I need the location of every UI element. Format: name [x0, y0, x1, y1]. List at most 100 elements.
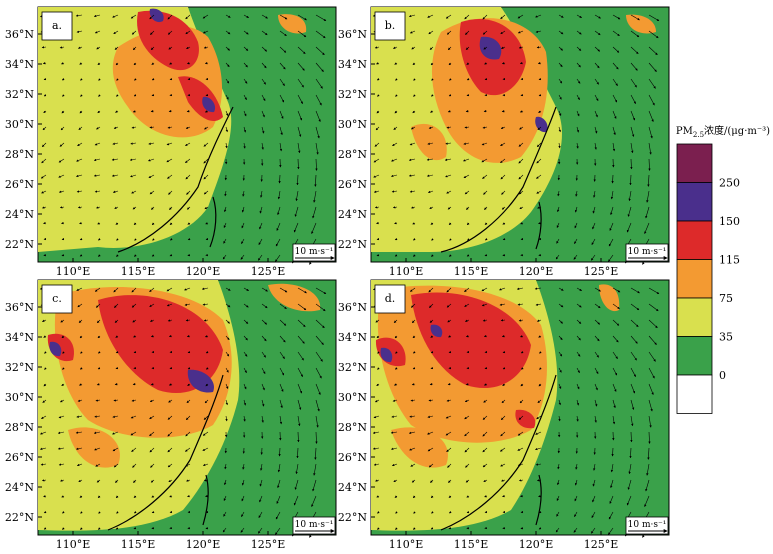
- wind-vector: [630, 319, 639, 327]
- wind-vector: [409, 30, 416, 34]
- wind-vector: [430, 222, 434, 225]
- pm25-field: [371, 280, 620, 531]
- y-tick-label: 36°N: [338, 301, 367, 314]
- wind-vector: [315, 46, 325, 56]
- wind-vector: [223, 495, 227, 501]
- wind-vector: [630, 14, 640, 21]
- wind-vector: [483, 383, 488, 386]
- wind-vector: [150, 383, 155, 386]
- colorbar-level-label: 0: [719, 369, 726, 382]
- wind-vector: [116, 238, 119, 241]
- wind-vector: [76, 463, 83, 467]
- y-tick-label: 34°N: [338, 331, 367, 344]
- wind-vector: [96, 479, 101, 483]
- wind-vector: [112, 431, 119, 435]
- wind-vector: [313, 463, 317, 476]
- wind-vector: [168, 479, 173, 483]
- x-tick-label: 115°E: [121, 265, 156, 278]
- wind-vector: [612, 287, 621, 293]
- wind-vector: [261, 287, 268, 292]
- wind-vector: [427, 447, 434, 452]
- panel-label: a.: [52, 19, 62, 32]
- wind-vector: [98, 511, 101, 514]
- wind-vector: [115, 222, 119, 225]
- wind-vector: [484, 206, 488, 210]
- y-tick-label: 30°N: [5, 118, 34, 131]
- wind-vector: [114, 206, 119, 209]
- wind-vector: [626, 222, 632, 233]
- wind-vector: [594, 367, 599, 375]
- wind-vector: [520, 526, 524, 530]
- wind-vector: [149, 447, 155, 453]
- wind-vector: [295, 190, 299, 202]
- wind-vector: [167, 319, 173, 322]
- wind-vector: [147, 158, 155, 162]
- wind-vector: [261, 14, 268, 19]
- wind-vector: [315, 14, 327, 22]
- wind-vector: [97, 495, 101, 499]
- wind-vector: [558, 367, 562, 373]
- wind-vector: [501, 190, 506, 195]
- wind-vector: [427, 14, 434, 18]
- wind-vector: [447, 463, 452, 468]
- wind-vector: [409, 142, 416, 146]
- y-tick-label: 24°N: [338, 481, 367, 494]
- wind-vector: [241, 206, 245, 213]
- wind-vector: [612, 14, 621, 20]
- wind-vector: [202, 447, 209, 451]
- wind-vector: [130, 142, 137, 145]
- wind-vector: [466, 62, 470, 65]
- wind-vector: [536, 190, 542, 194]
- y-tick-label: 26°N: [338, 178, 367, 191]
- wind-vector: [277, 206, 281, 216]
- wind-vector: [393, 383, 398, 386]
- y-tick-label: 26°N: [338, 451, 367, 464]
- wind-vector: [376, 62, 380, 65]
- wind-vector: [502, 350, 506, 354]
- coastline: [440, 106, 557, 253]
- wind-vector: [62, 527, 65, 530]
- reference-vector-label: 10 m·s⁻¹: [295, 247, 334, 257]
- wind-vector: [79, 62, 83, 65]
- wind-vector: [132, 46, 137, 51]
- wind-vector: [576, 287, 582, 291]
- wind-vector: [186, 479, 191, 482]
- wind-vector: [150, 30, 155, 35]
- wind-vector: [520, 367, 524, 370]
- wind-vector: [202, 30, 209, 34]
- wind-vector: [185, 30, 191, 35]
- wind-vector: [166, 158, 173, 163]
- wind-vector: [223, 222, 227, 228]
- wind-vector: [43, 94, 47, 97]
- wind-vector: [260, 190, 263, 198]
- wind-vector: [151, 62, 155, 65]
- wind-vector: [224, 479, 227, 486]
- wind-vector: [205, 367, 209, 370]
- wind-vector: [648, 110, 654, 123]
- wind-vector: [187, 383, 191, 386]
- reference-vector-label: 10 m·s⁻¹: [628, 247, 667, 257]
- wind-vector: [464, 303, 470, 307]
- wind-vector: [277, 190, 281, 200]
- wind-vector: [447, 206, 452, 210]
- wind-vector: [517, 303, 524, 306]
- wind-vector: [79, 335, 83, 339]
- wind-vector: [168, 46, 173, 50]
- wind-vector: [483, 399, 488, 403]
- wind-vector: [536, 142, 542, 148]
- wind-vector: [169, 366, 173, 370]
- wind-vector: [112, 142, 119, 145]
- wind-vector: [374, 142, 380, 147]
- wind-vector: [275, 238, 281, 247]
- wind-vector: [647, 447, 650, 460]
- wind-vector: [225, 126, 228, 133]
- wind-vector: [517, 447, 524, 451]
- wind-vector: [645, 206, 650, 219]
- wind-vector: [186, 334, 191, 338]
- wind-vector: [186, 46, 191, 49]
- wind-vector: [185, 431, 191, 437]
- wind-vector: [297, 415, 301, 427]
- wind-vector: [484, 495, 488, 498]
- wind-vector: [61, 253, 65, 257]
- wind-vector: [558, 415, 561, 422]
